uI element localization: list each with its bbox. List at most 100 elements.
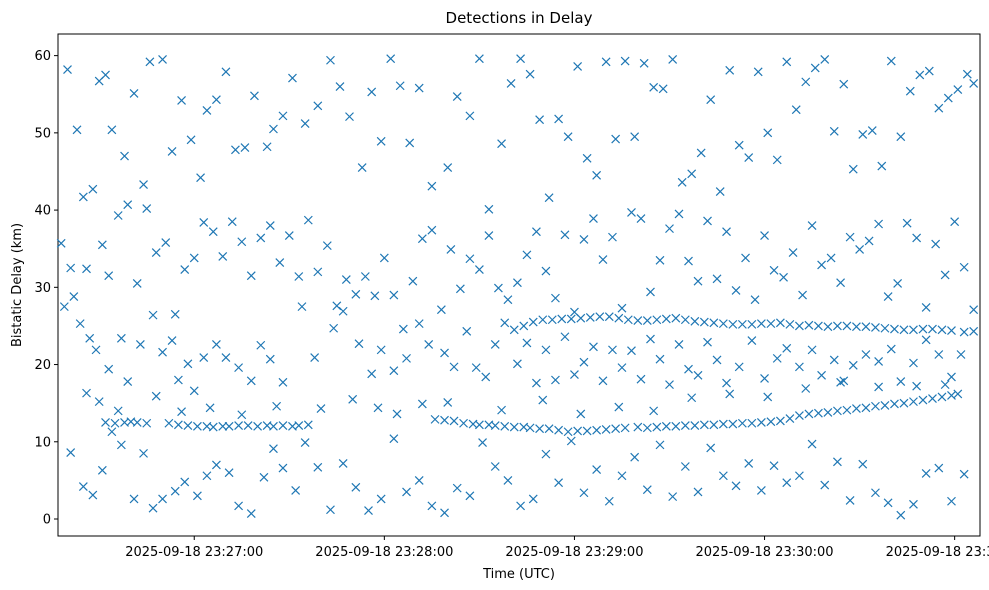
data-point-clutter: [484, 231, 494, 240]
data-point-clutter: [706, 443, 716, 453]
data-point-clutter: [373, 403, 383, 413]
data-point-clutter: [832, 457, 842, 467]
data-point-clutter: [202, 471, 212, 481]
data-point-clutter: [820, 480, 830, 490]
x-axis-title: Time (UTC): [482, 567, 555, 582]
data-point-clutter: [303, 215, 313, 225]
data-point-clutter: [687, 169, 697, 179]
data-point-clutter: [455, 284, 465, 294]
data-point-clutter: [471, 363, 481, 373]
data-point-clutter: [744, 458, 754, 468]
data-point-target-track-near: [690, 421, 700, 430]
data-point-clutter: [246, 271, 256, 281]
data-point-target-track-near: [728, 419, 738, 429]
data-point-target-track-far: [747, 319, 757, 329]
data-point-clutter: [262, 142, 272, 152]
data-point-clutter: [497, 405, 506, 415]
data-point-clutter: [934, 350, 944, 359]
data-point-clutter: [199, 353, 209, 363]
data-point-clutter: [718, 471, 728, 481]
data-point-clutter: [408, 276, 418, 286]
data-point-clutter: [180, 477, 190, 487]
data-point-clutter: [680, 462, 690, 471]
data-point-clutter: [107, 427, 117, 437]
data-point-clutter: [589, 342, 598, 352]
data-point-clutter: [417, 234, 427, 244]
data-point-target-track-far: [661, 314, 671, 324]
data-point-clutter: [326, 505, 335, 515]
data-point-clutter: [706, 95, 716, 105]
data-point-target-track-near: [747, 418, 757, 428]
data-point-clutter: [145, 57, 155, 67]
data-point-target-track-near: [928, 394, 937, 403]
data-point-target-track-far: [842, 321, 852, 331]
data-point-clutter: [246, 376, 256, 386]
data-point-target-track-far: [614, 313, 624, 323]
data-point-clutter: [78, 192, 88, 202]
data-point-target-track-far: [871, 323, 880, 332]
data-point-target-track-near: [449, 416, 459, 426]
data-point-target-track-far: [794, 321, 804, 331]
data-point-clutter: [490, 462, 500, 471]
data-point-clutter: [779, 272, 788, 282]
data-point-clutter: [655, 255, 665, 265]
data-point-target-track-far: [823, 322, 833, 332]
data-point-clutter: [886, 344, 896, 354]
data-point-clutter: [443, 163, 453, 173]
data-point-clutter: [341, 275, 351, 285]
data-point-clutter: [360, 272, 370, 281]
data-point-clutter: [532, 227, 541, 237]
data-point-clutter: [123, 377, 133, 386]
data-point-target-track-near: [871, 401, 880, 411]
data-point-clutter: [962, 69, 972, 79]
data-point-clutter: [924, 66, 934, 76]
data-point-clutter: [769, 265, 779, 275]
data-point-target-track-near: [544, 424, 554, 434]
data-point-clutter: [389, 366, 399, 376]
data-point-target-track-near: [132, 418, 142, 427]
data-point-clutter: [874, 382, 884, 392]
data-point-clutter: [807, 345, 817, 355]
data-point-clutter: [658, 84, 668, 94]
data-point-clutter: [205, 403, 215, 413]
data-point-clutter: [88, 184, 98, 194]
data-point-clutter: [598, 376, 608, 386]
data-point-clutter: [636, 374, 646, 384]
data-point-clutter: [199, 218, 209, 227]
data-point-clutter: [551, 375, 560, 385]
data-point-clutter: [75, 319, 85, 329]
data-point-clutter: [617, 363, 627, 373]
data-point-clutter: [512, 278, 522, 288]
data-point-target-track-far: [890, 324, 899, 334]
data-point-clutter: [579, 235, 589, 244]
data-point-clutter: [265, 221, 275, 230]
data-point-clutter: [608, 345, 617, 355]
data-point-target-track-far: [928, 324, 937, 334]
data-point-clutter: [712, 274, 722, 284]
data-point-target-track-far: [642, 316, 652, 325]
data-point-clutter: [722, 378, 731, 388]
data-point-target-track-near: [953, 389, 963, 399]
data-point-clutter: [731, 285, 741, 295]
data-point-clutter: [389, 434, 399, 444]
data-point-clutter: [620, 56, 630, 66]
data-point-target-track-far: [671, 313, 681, 323]
data-point-clutter: [516, 501, 526, 511]
data-point-clutter: [104, 271, 114, 281]
data-point-clutter: [655, 354, 665, 364]
data-point-clutter: [66, 448, 76, 458]
data-point-clutter: [725, 389, 735, 399]
data-point-target-track-near: [861, 403, 871, 413]
data-point-clutter: [725, 65, 735, 75]
data-point-clutter: [183, 359, 193, 369]
data-point-clutter: [864, 236, 874, 246]
data-point-clutter: [570, 370, 579, 380]
data-point-clutter: [237, 237, 247, 247]
data-point-clutter: [554, 478, 564, 488]
data-point-clutter: [503, 475, 513, 485]
data-point-target-track-near: [766, 417, 776, 427]
data-point-clutter: [734, 140, 744, 150]
data-point-clutter: [674, 340, 684, 349]
data-point-clutter: [88, 490, 98, 500]
